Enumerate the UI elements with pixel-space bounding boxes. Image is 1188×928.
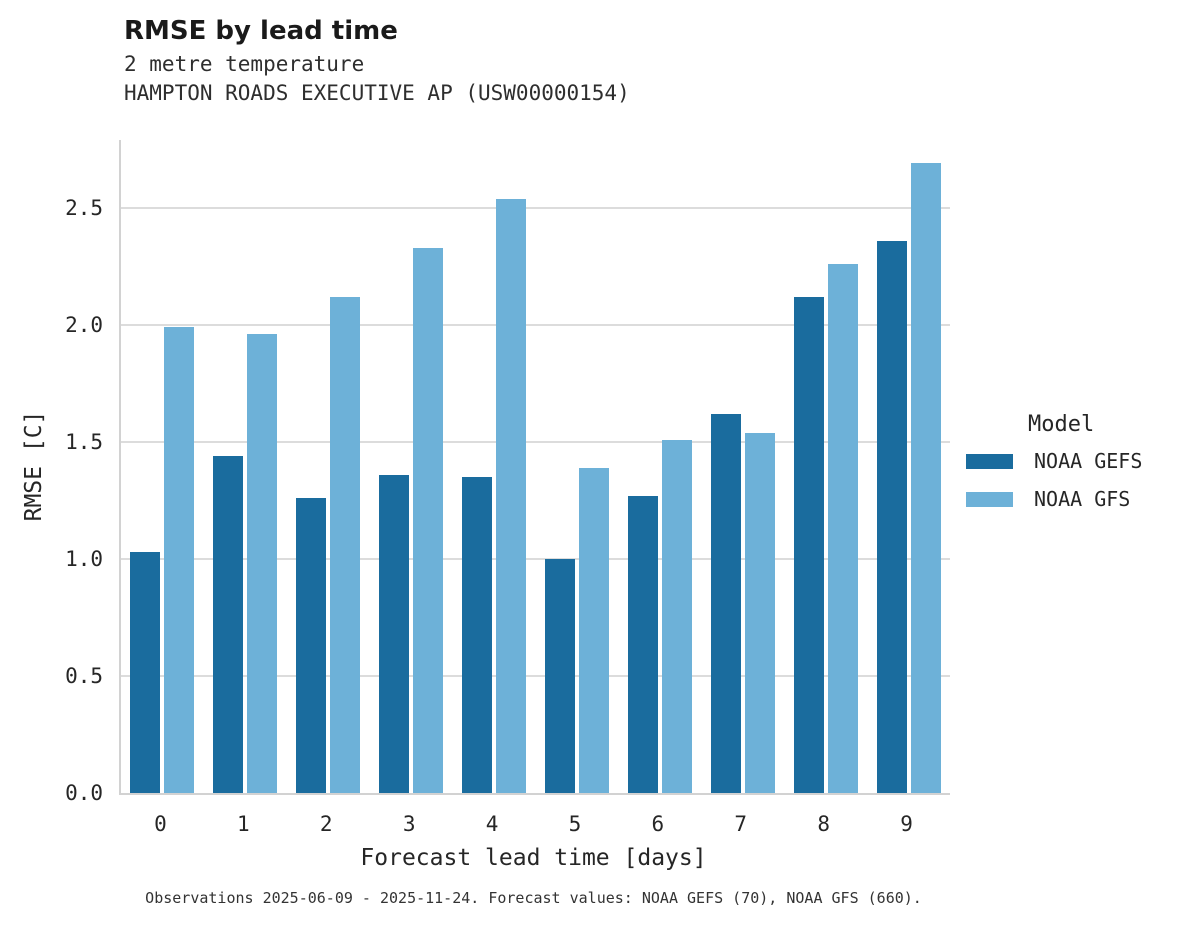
bar-group-day-4 xyxy=(453,140,536,793)
x-tick-label: 0 xyxy=(154,812,167,836)
x-tick-label: 2 xyxy=(319,812,333,836)
gridline xyxy=(121,557,950,560)
bar-noaa-gefs xyxy=(627,495,658,793)
x-tick-label: 4 xyxy=(485,812,499,836)
bar-group-day-9 xyxy=(867,140,950,793)
bar-noaa-gefs xyxy=(296,498,327,793)
y-tick-label: 0.5 xyxy=(65,663,103,688)
y-tick-label: 2.0 xyxy=(65,312,103,337)
bar-group-day-7 xyxy=(701,140,784,793)
y-tick-label: 0.0 xyxy=(65,781,103,805)
bar-noaa-gfs xyxy=(164,327,195,793)
bar-group-day-8 xyxy=(784,140,867,793)
bar-noaa-gefs xyxy=(710,413,741,793)
x-axis-label: Forecast lead time [days] xyxy=(360,845,707,871)
x-tick-label: 3 xyxy=(402,812,416,836)
y-tick-label: 2.5 xyxy=(65,195,103,220)
plot-area xyxy=(119,140,950,795)
bar-noaa-gfs xyxy=(827,264,858,793)
legend-entry-noaa-gfs: NOAA GFS xyxy=(966,487,1142,511)
gridline xyxy=(121,674,950,677)
legend-label: NOAA GFS xyxy=(1034,487,1131,511)
legend-entry-noaa-gefs: NOAA GEFS xyxy=(966,449,1142,473)
bar-noaa-gfs xyxy=(496,198,527,793)
legend-swatch-noaa-gfs xyxy=(966,491,1013,507)
x-tick-label: 9 xyxy=(900,812,913,836)
bar-group-day-0 xyxy=(121,140,204,793)
bar-noaa-gefs xyxy=(793,296,824,793)
x-tick-label: 8 xyxy=(817,812,830,836)
bar-noaa-gfs xyxy=(661,439,692,793)
bar-noaa-gfs xyxy=(744,432,775,793)
bar-group-day-3 xyxy=(370,140,453,793)
bar-noaa-gfs xyxy=(413,247,444,793)
y-tick-label: 1.0 xyxy=(65,546,103,571)
bar-noaa-gfs xyxy=(910,163,941,793)
bar-group-day-5 xyxy=(536,140,619,793)
bar-noaa-gefs xyxy=(462,477,493,793)
bar-noaa-gefs xyxy=(213,455,244,793)
y-tick-label: 1.5 xyxy=(65,429,103,454)
bar-noaa-gfs xyxy=(247,334,278,793)
gridline xyxy=(121,206,950,209)
bar-group-day-6 xyxy=(618,140,701,793)
chart-title: RMSE by lead time xyxy=(124,16,398,46)
bar-noaa-gfs xyxy=(578,467,609,793)
legend-swatch-noaa-gefs xyxy=(966,453,1013,469)
gridline xyxy=(121,440,950,443)
bar-noaa-gefs xyxy=(544,558,575,793)
x-tick-label: 5 xyxy=(568,812,582,836)
chart-subtitle-station: HAMPTON ROADS EXECUTIVE AP (USW00000154) xyxy=(124,81,630,105)
bar-noaa-gefs xyxy=(876,240,907,793)
legend: Model NOAA GEFS NOAA GFS xyxy=(966,412,1142,525)
legend-items: NOAA GEFS NOAA GFS xyxy=(966,449,1142,511)
bar-group-day-2 xyxy=(287,140,370,793)
x-tick-label: 1 xyxy=(237,812,250,836)
bar-noaa-gefs xyxy=(379,474,410,793)
x-tick-label: 6 xyxy=(651,812,665,836)
bar-group-day-1 xyxy=(204,140,287,793)
chart-subtitle-variable: 2 metre temperature xyxy=(124,52,365,76)
bar-noaa-gfs xyxy=(330,296,361,793)
caption: Observations 2025-06-09 - 2025-11-24. Fo… xyxy=(145,889,922,907)
bar-noaa-gefs xyxy=(130,551,161,793)
legend-title: Model xyxy=(1028,412,1095,437)
legend-label: NOAA GEFS xyxy=(1034,449,1143,473)
y-axis-label: RMSE [C] xyxy=(21,410,47,522)
x-tick-label: 7 xyxy=(734,812,748,836)
gridline xyxy=(121,323,950,326)
